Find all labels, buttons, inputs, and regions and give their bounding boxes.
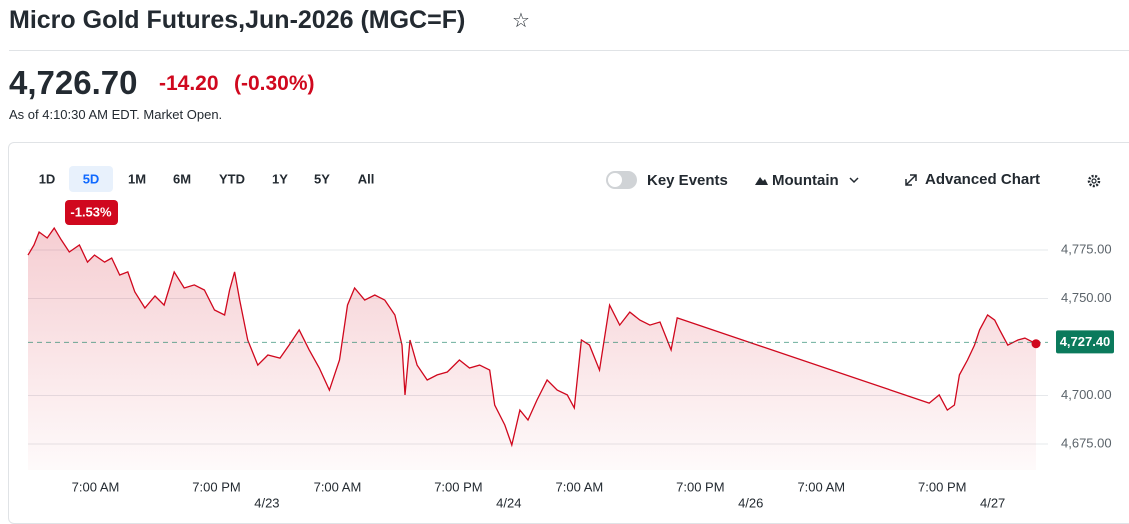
range-button[interactable]: 1M bbox=[128, 171, 146, 186]
price: 4,726.70 bbox=[9, 64, 138, 101]
range-change: -1.53% bbox=[70, 204, 112, 219]
range-button[interactable]: 6M bbox=[173, 171, 191, 186]
chart-style[interactable]: Mountain bbox=[772, 172, 839, 189]
x-tick-label: 7:00 AM bbox=[72, 479, 120, 494]
x-tick-label: 4/23 bbox=[254, 495, 279, 510]
range-selected-bg bbox=[69, 166, 113, 192]
expand-icon bbox=[905, 174, 917, 186]
title: Micro Gold Futures,Jun-2026 (MGC=F) bbox=[9, 6, 466, 34]
y-tick-label: 4,700.00 bbox=[1061, 387, 1112, 402]
area-fill bbox=[28, 228, 1036, 470]
watchlist-star[interactable]: ☆ bbox=[512, 10, 530, 32]
range-button[interactable]: 5D bbox=[83, 171, 100, 186]
last-point bbox=[1031, 339, 1041, 349]
x-tick-label: 7:00 AM bbox=[314, 479, 362, 494]
x-tick-label: 7:00 PM bbox=[434, 479, 482, 494]
range-button[interactable]: All bbox=[358, 171, 375, 186]
previous-close-badge bbox=[1056, 330, 1114, 354]
x-tick-label: 7:00 PM bbox=[192, 479, 240, 494]
x-tick-label: 4/24 bbox=[496, 495, 521, 510]
x-tick-label: 7:00 PM bbox=[918, 479, 966, 494]
key-events[interactable]: Key Events bbox=[647, 172, 728, 189]
chevron bbox=[849, 177, 859, 184]
previous-close-label: 4,727.40 bbox=[1060, 334, 1111, 349]
x-tick-label: 7:00 PM bbox=[676, 479, 724, 494]
range-button[interactable]: YTD bbox=[219, 171, 245, 186]
x-tick-label: 7:00 AM bbox=[556, 479, 604, 494]
range-button[interactable]: 1Y bbox=[272, 171, 288, 186]
x-tick-label: 4/27 bbox=[980, 495, 1005, 510]
x-tick-label: 4/26 bbox=[738, 495, 763, 510]
toggle-knob bbox=[608, 173, 622, 187]
y-tick-label: 4,675.00 bbox=[1061, 435, 1112, 450]
price-line bbox=[27, 226, 1037, 448]
settings-icon-center bbox=[1091, 178, 1097, 184]
mountain-icon bbox=[755, 177, 768, 185]
y-tick-label: 4,750.00 bbox=[1061, 290, 1112, 305]
range-button[interactable]: 1D bbox=[39, 171, 56, 186]
x-tick-label: 7:00 AM bbox=[797, 479, 845, 494]
as-of: As of 4:10:30 AM EDT. Market Open. bbox=[9, 107, 223, 122]
separator bbox=[9, 50, 1129, 51]
range-change-badge bbox=[65, 200, 118, 225]
advanced-chart[interactable]: Advanced Chart bbox=[925, 171, 1040, 188]
y-tick-label: 4,775.00 bbox=[1061, 241, 1112, 256]
price-change: -14.20 bbox=[159, 72, 219, 95]
range-button[interactable]: 5Y bbox=[314, 171, 330, 186]
percent-change: (-0.30%) bbox=[234, 72, 315, 95]
settings-icon[interactable] bbox=[1087, 174, 1101, 188]
